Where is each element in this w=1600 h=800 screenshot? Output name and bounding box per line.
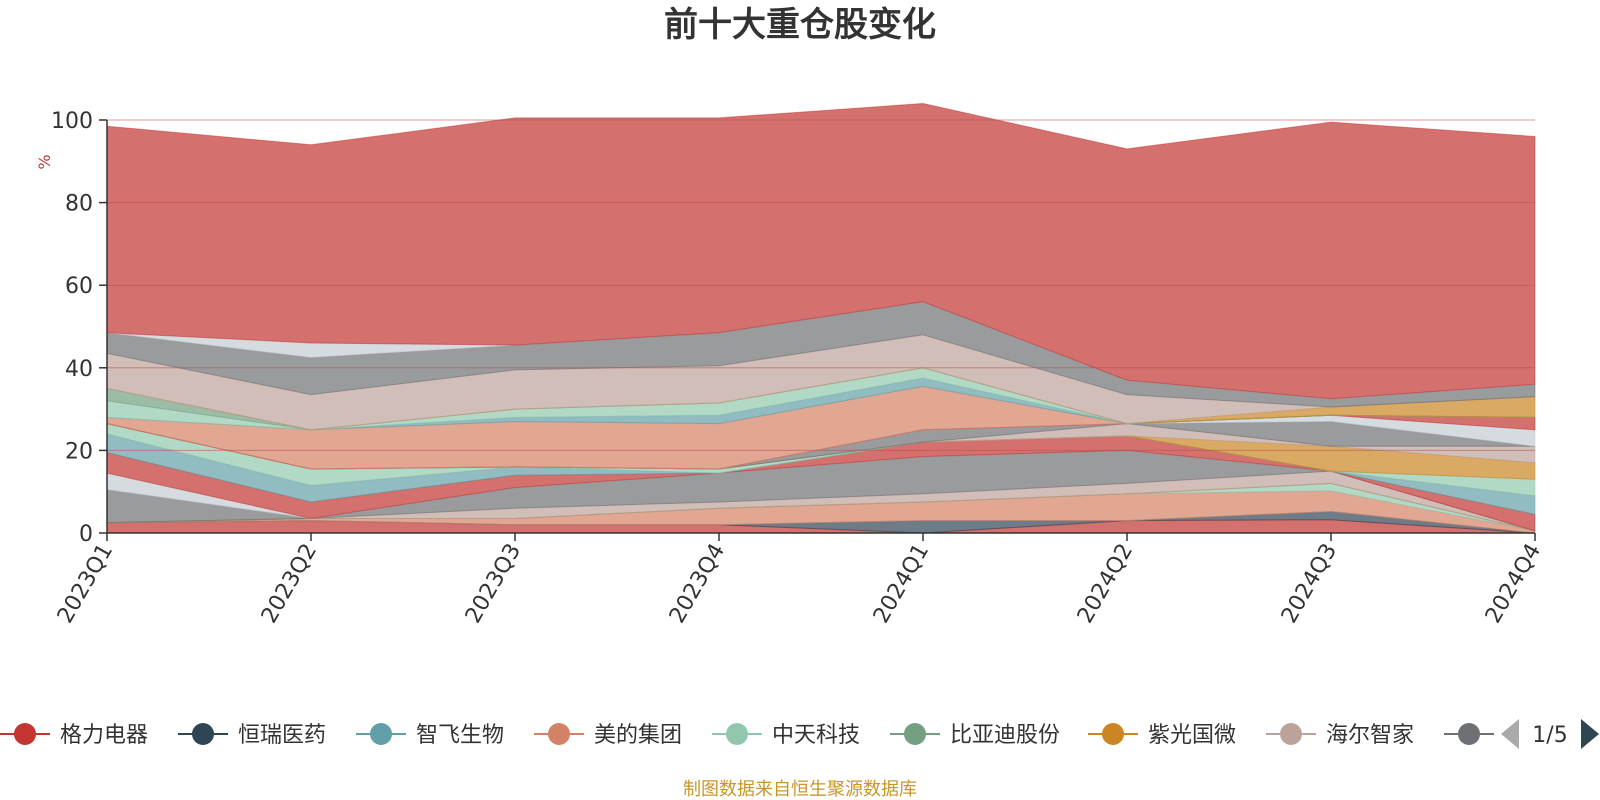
x-tick-label: 2023Q2 xyxy=(257,540,322,628)
data-source-note: 制图数据来自恒生聚源数据库 xyxy=(683,779,917,800)
legend-item[interactable]: 智飞生物 xyxy=(356,723,504,748)
legend-label: 紫光国微 xyxy=(1148,723,1236,748)
x-tick-label: 2024Q3 xyxy=(1277,540,1342,628)
plot-grid xyxy=(107,119,1535,451)
y-tick-label: 0 xyxy=(79,522,93,547)
legend-label: 格力电器 xyxy=(60,723,148,748)
legend-marker xyxy=(726,723,748,745)
legend-label: 比亚迪股份 xyxy=(950,723,1060,748)
legend-label: 智飞生物 xyxy=(416,723,504,748)
y-tick-label: 80 xyxy=(65,192,93,217)
x-tick-label: 2023Q1 xyxy=(53,540,118,628)
y-axis-label: % xyxy=(35,154,54,169)
legend-item[interactable]: 格力电器 xyxy=(0,723,148,748)
legend-item[interactable]: 比亚迪股份 xyxy=(890,723,1060,748)
y-tick-label: 100 xyxy=(51,109,93,134)
legend-marker xyxy=(370,723,392,745)
legend-marker xyxy=(904,723,926,745)
legend-marker xyxy=(1458,723,1480,745)
x-tick-label: 2023Q4 xyxy=(665,540,730,628)
legend-label: 美的集团 xyxy=(594,723,682,748)
plot-areas xyxy=(106,102,1536,534)
legend-label: 中天科技 xyxy=(772,723,860,748)
legend-item[interactable]: 恒瑞医药 xyxy=(178,723,326,748)
legend-item[interactable]: 海尔智家 xyxy=(1266,723,1414,748)
legend-label: 海尔智家 xyxy=(1326,723,1414,748)
legend-prev-page-icon[interactable] xyxy=(1501,719,1519,749)
legend-marker xyxy=(1280,723,1302,745)
legend-marker xyxy=(14,723,36,745)
legend-item[interactable]: 中天科技 xyxy=(712,723,860,748)
legend-item[interactable]: 紫光国微 xyxy=(1088,723,1236,748)
legend-marker xyxy=(1102,723,1124,745)
x-tick-label: 2023Q3 xyxy=(461,540,526,628)
legend-item[interactable] xyxy=(1444,723,1494,745)
legend-marker xyxy=(192,723,214,745)
legend-marker xyxy=(548,723,570,745)
y-tick-label: 20 xyxy=(65,439,93,464)
x-tick-label: 2024Q4 xyxy=(1481,540,1546,628)
chart-title: 前十大重仓股变化 xyxy=(664,5,936,45)
legend-page-indicator: 1/5 xyxy=(1532,723,1567,748)
x-tick-label: 2024Q2 xyxy=(1073,540,1138,628)
y-tick-label: 60 xyxy=(65,274,93,299)
legend-item[interactable]: 美的集团 xyxy=(534,723,682,748)
legend-next-page-icon[interactable] xyxy=(1581,719,1599,749)
legend-label: 恒瑞医药 xyxy=(238,723,326,748)
area-series-26 xyxy=(106,102,1536,400)
y-tick-label: 40 xyxy=(65,357,93,382)
x-tick-label: 2024Q1 xyxy=(869,540,934,628)
legend: 格力电器 恒瑞医药 智飞生物 美的集团 中天科技 比亚迪股份 紫光国微 海尔智家 1/5 xyxy=(0,719,1599,749)
